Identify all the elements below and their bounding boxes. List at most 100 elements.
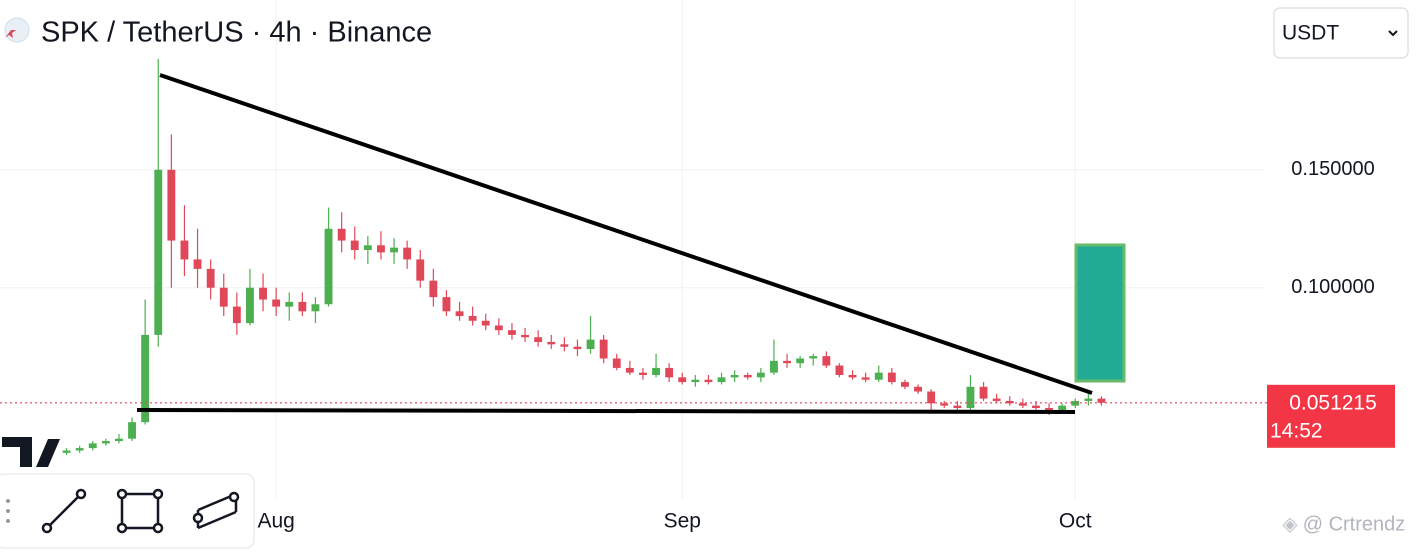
candle-body — [756, 372, 765, 378]
channel-tool[interactable] — [192, 491, 240, 530]
candle-body — [272, 299, 281, 307]
candle-body — [678, 377, 687, 383]
candle-body — [704, 379, 713, 383]
candle-body — [494, 325, 503, 331]
candle-body — [979, 386, 988, 399]
candle-body — [128, 422, 136, 439]
candle-body — [717, 377, 726, 383]
candle-body — [206, 268, 215, 288]
candle-body — [416, 259, 425, 281]
candle-body — [246, 287, 254, 324]
candle-body — [298, 301, 307, 312]
line-tool[interactable] — [41, 488, 87, 534]
candle-body — [508, 330, 516, 335]
candle-body — [390, 247, 398, 253]
grid: 0.100000 0.150000 Aug Sep Oct — [0, 0, 1375, 533]
candle-body — [573, 346, 582, 350]
countdown-label: 14:52 — [1270, 419, 1323, 442]
candle-body — [429, 280, 438, 298]
candle-body — [770, 360, 778, 373]
candle-body — [665, 367, 674, 378]
currency-select-label: USDT — [1282, 22, 1339, 45]
candle-body — [1018, 403, 1027, 406]
overlay: 0.051215 14:52 — [0, 384, 1395, 448]
last-price-box — [1267, 384, 1395, 448]
candle-body — [992, 398, 1001, 401]
dropdown-arrow — [1388, 30, 1398, 37]
candle-body — [481, 320, 490, 326]
candle-body — [809, 356, 818, 359]
candle-body — [219, 287, 228, 307]
candle-body — [337, 228, 346, 241]
x-tick-label: Aug — [257, 510, 294, 533]
y-tick-label: 0.100000 — [1291, 276, 1374, 298]
candle-body — [101, 441, 110, 444]
candle-body — [586, 339, 595, 350]
candle-body — [350, 240, 359, 250]
candle-body — [154, 169, 163, 335]
candle-body — [940, 403, 949, 406]
candle-body — [1058, 405, 1067, 411]
candle-body — [259, 287, 267, 300]
logo — [2, 437, 60, 467]
candle-body — [560, 344, 569, 347]
candle-body — [639, 372, 647, 375]
candle-body — [927, 391, 936, 404]
candle-body — [691, 379, 700, 383]
candle-body — [783, 360, 791, 364]
trendline — [136, 408, 1076, 414]
candle-body — [887, 372, 896, 383]
candle-body — [743, 375, 752, 378]
candle-body — [324, 228, 333, 305]
candle-body — [874, 372, 883, 380]
candle-body — [141, 334, 150, 423]
candle-body — [62, 450, 71, 453]
candle-body — [796, 358, 805, 364]
candle-body — [835, 365, 844, 375]
candle-body — [612, 358, 621, 368]
candle-body — [953, 405, 962, 409]
candle-body — [180, 240, 189, 260]
candle-body — [193, 259, 202, 269]
candle-body — [1097, 398, 1106, 403]
candle-body — [547, 341, 556, 345]
candle-body — [75, 448, 84, 451]
symbol-icon — [4, 17, 30, 43]
candle-body — [285, 301, 294, 307]
candle-body — [534, 337, 543, 342]
candles — [62, 58, 1106, 456]
candle-body — [861, 377, 870, 380]
candle-body — [966, 386, 975, 409]
candle-body — [1084, 398, 1093, 401]
x-tick-label: Sep — [664, 510, 701, 533]
candle-body — [468, 316, 477, 321]
candle-body — [311, 304, 320, 312]
candle-body — [901, 382, 909, 387]
candle-body — [521, 334, 529, 338]
candle-body — [377, 245, 385, 253]
candle-body — [88, 443, 97, 449]
candle-body — [115, 438, 123, 442]
last-price-label: 0.051215 — [1289, 391, 1377, 414]
candle-body — [848, 375, 857, 378]
candle-body — [403, 247, 412, 260]
candle-body — [363, 245, 372, 250]
rectangle-tool[interactable] — [116, 488, 164, 534]
candle-body — [455, 311, 464, 317]
candle-body — [1005, 400, 1014, 404]
currency-select[interactable] — [1273, 7, 1409, 59]
x-tick-label: Oct — [1059, 510, 1092, 533]
candle-body — [442, 297, 451, 312]
trendline — [159, 73, 1093, 395]
watermark-icon: ◈ — [1282, 513, 1298, 535]
candle-body — [730, 375, 739, 378]
candle-body — [599, 339, 608, 359]
candle-body — [822, 356, 831, 366]
candle-body — [1045, 408, 1053, 411]
symbol-icon — [5, 30, 16, 38]
target-box — [1074, 243, 1126, 383]
watermark: @ Crtrendz — [1303, 513, 1406, 535]
y-tick-label: 0.150000 — [1291, 158, 1374, 180]
candle-body — [914, 386, 922, 392]
